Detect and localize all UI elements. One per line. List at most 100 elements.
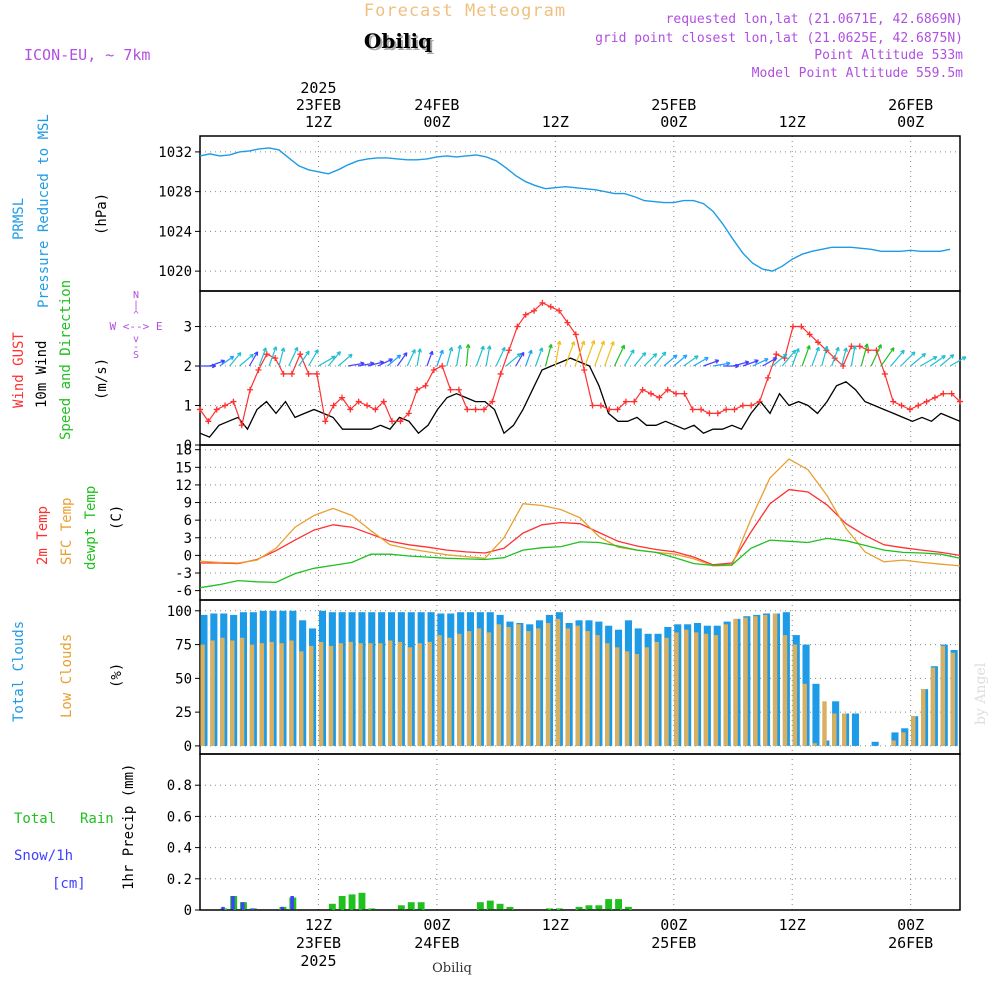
wind-direction-arrow-35	[544, 343, 553, 367]
pressure-unit: (hPa)	[94, 193, 110, 235]
wind-direction-arrow-34	[535, 347, 544, 367]
wind-direction-arrow-3	[229, 351, 242, 367]
low-cloud-bar-18	[378, 643, 383, 746]
gust-marker-23	[389, 418, 396, 425]
gust-marker-19	[355, 398, 362, 405]
low-cloud-bar-42	[615, 647, 620, 746]
gust-marker-68	[764, 374, 771, 381]
low-cloud-bar-6	[259, 643, 265, 746]
bottom-time-label-1-1: 24FEB	[414, 934, 459, 952]
bottom-time-label-3-1: 25FEB	[651, 934, 696, 952]
gust-marker-24	[397, 418, 404, 425]
ytick-label-pressure-0: 1020	[158, 264, 192, 280]
gust-marker-1	[205, 418, 212, 425]
side-labels: PRMSL Pressure Reduced to MSL (hPa) Wind…	[11, 114, 162, 892]
wind-direction-arrow-10	[298, 350, 310, 367]
temp-sfc-line	[199, 458, 961, 567]
wind-direction-arrow-64	[831, 346, 840, 367]
low-cloud-bar-59	[782, 635, 788, 746]
total-cloud-bar-62	[812, 683, 820, 746]
ytick-label-temperature-3: 3	[184, 531, 192, 547]
wind-direction-arrow-29	[485, 345, 492, 367]
rain-bar-42	[615, 899, 622, 910]
low-cloud-bar-41	[605, 643, 610, 746]
low-cloud-bar-61	[802, 683, 807, 746]
low-cloud-bar-22	[417, 643, 422, 746]
wind-direction-arrow-66	[850, 345, 857, 367]
gust-marker-90	[948, 390, 955, 397]
low-cloud-bar-72	[911, 716, 916, 746]
gust-marker-35	[489, 398, 496, 405]
total-cloud-bar-68	[871, 741, 879, 746]
panel-wind: 0 1 2 3	[184, 290, 967, 454]
gust-marker-59	[689, 406, 696, 413]
gust-marker-8	[263, 351, 270, 358]
wind-direction-arrow-45	[643, 353, 658, 367]
low-cloud-bar-7	[269, 641, 274, 746]
bottom-time-label-0-1: 23FEB	[296, 934, 341, 952]
gust-marker-61	[706, 410, 713, 417]
low-cloud-bar-70	[891, 740, 896, 746]
ytick-label-temperature-6: 12	[175, 478, 192, 494]
ytick-label-wind-1: 1	[184, 399, 192, 415]
low-cloud-bar-65	[842, 713, 847, 746]
bottom-time-label-1-0: 00Z	[423, 916, 450, 934]
temp-unit: (C)	[109, 505, 125, 530]
bottom-time-label-0-2: 2025	[300, 952, 336, 970]
top-time-label-0-1: 23FEB	[296, 96, 341, 114]
wind-direction-arrow-39	[584, 340, 596, 367]
wind-label-speed: Speed and Direction	[58, 280, 74, 440]
gust-marker-42	[547, 303, 554, 310]
wind-direction-arrow-46	[653, 351, 667, 367]
low-cloud-bar-62	[812, 743, 817, 746]
clouds-unit: (%)	[109, 663, 125, 688]
low-cloud-bar-52	[713, 635, 719, 746]
gust-marker-22	[380, 398, 387, 405]
wind-direction-arrow-62	[811, 346, 820, 367]
compass-south-arrow: v	[133, 334, 139, 345]
compass-north-bar: |	[133, 300, 139, 311]
top-time-label-5-1: 00Z	[897, 113, 924, 131]
low-cloud-bar-55	[743, 617, 748, 746]
low-cloud-bar-17	[368, 643, 373, 746]
low-cloud-bar-36	[555, 618, 561, 746]
model-altitude: Model Point Altitude 559.5m	[752, 66, 963, 81]
gust-marker-82	[881, 370, 888, 377]
low-cloud-bar-37	[565, 628, 570, 746]
wind-10m-line	[199, 357, 961, 438]
footer-location: Obiliq	[432, 961, 472, 976]
wind-direction-arrow-44	[633, 351, 647, 367]
gust-marker-44	[564, 319, 571, 326]
low-cloud-bar-51	[703, 633, 709, 746]
ytick-label-temperature-2: 0	[184, 548, 192, 564]
low-cloud-bar-11	[309, 645, 314, 746]
credit-watermark: by Angel	[973, 662, 989, 725]
gust-marker-86	[915, 402, 922, 409]
top-time-label-2-0: 12Z	[542, 113, 569, 131]
wind-direction-arrow-47	[663, 354, 678, 367]
low-cloud-bar-63	[822, 701, 827, 746]
temp-2m-line	[200, 488, 961, 566]
rain-bar-30	[496, 903, 504, 910]
wind-direction-arrow-13	[327, 351, 341, 367]
low-cloud-bar-40	[595, 635, 600, 746]
low-cloud-bar-12	[318, 641, 324, 746]
gust-marker-74	[815, 339, 822, 346]
gust-marker-10	[280, 370, 287, 377]
wind-direction-arrow-6	[258, 347, 267, 367]
ytick-label-pressure-2: 1028	[158, 185, 192, 201]
wind-direction-arrow-72	[910, 353, 927, 367]
rain-bar-15	[348, 894, 356, 910]
gust-marker-16	[330, 402, 337, 409]
low-cloud-bar-39	[585, 631, 590, 746]
model-name: ICON-EU, ~ 7km	[24, 46, 150, 64]
wind-direction-arrow-1	[209, 359, 226, 367]
gust-marker-2	[213, 406, 220, 413]
gust-marker-60	[698, 406, 705, 413]
temp-label-2m: 2m Temp	[35, 506, 51, 565]
gust-marker-89	[940, 390, 947, 397]
rain-bar-43	[625, 906, 632, 910]
pressure-line	[199, 147, 951, 272]
gust-marker-77	[840, 363, 847, 370]
